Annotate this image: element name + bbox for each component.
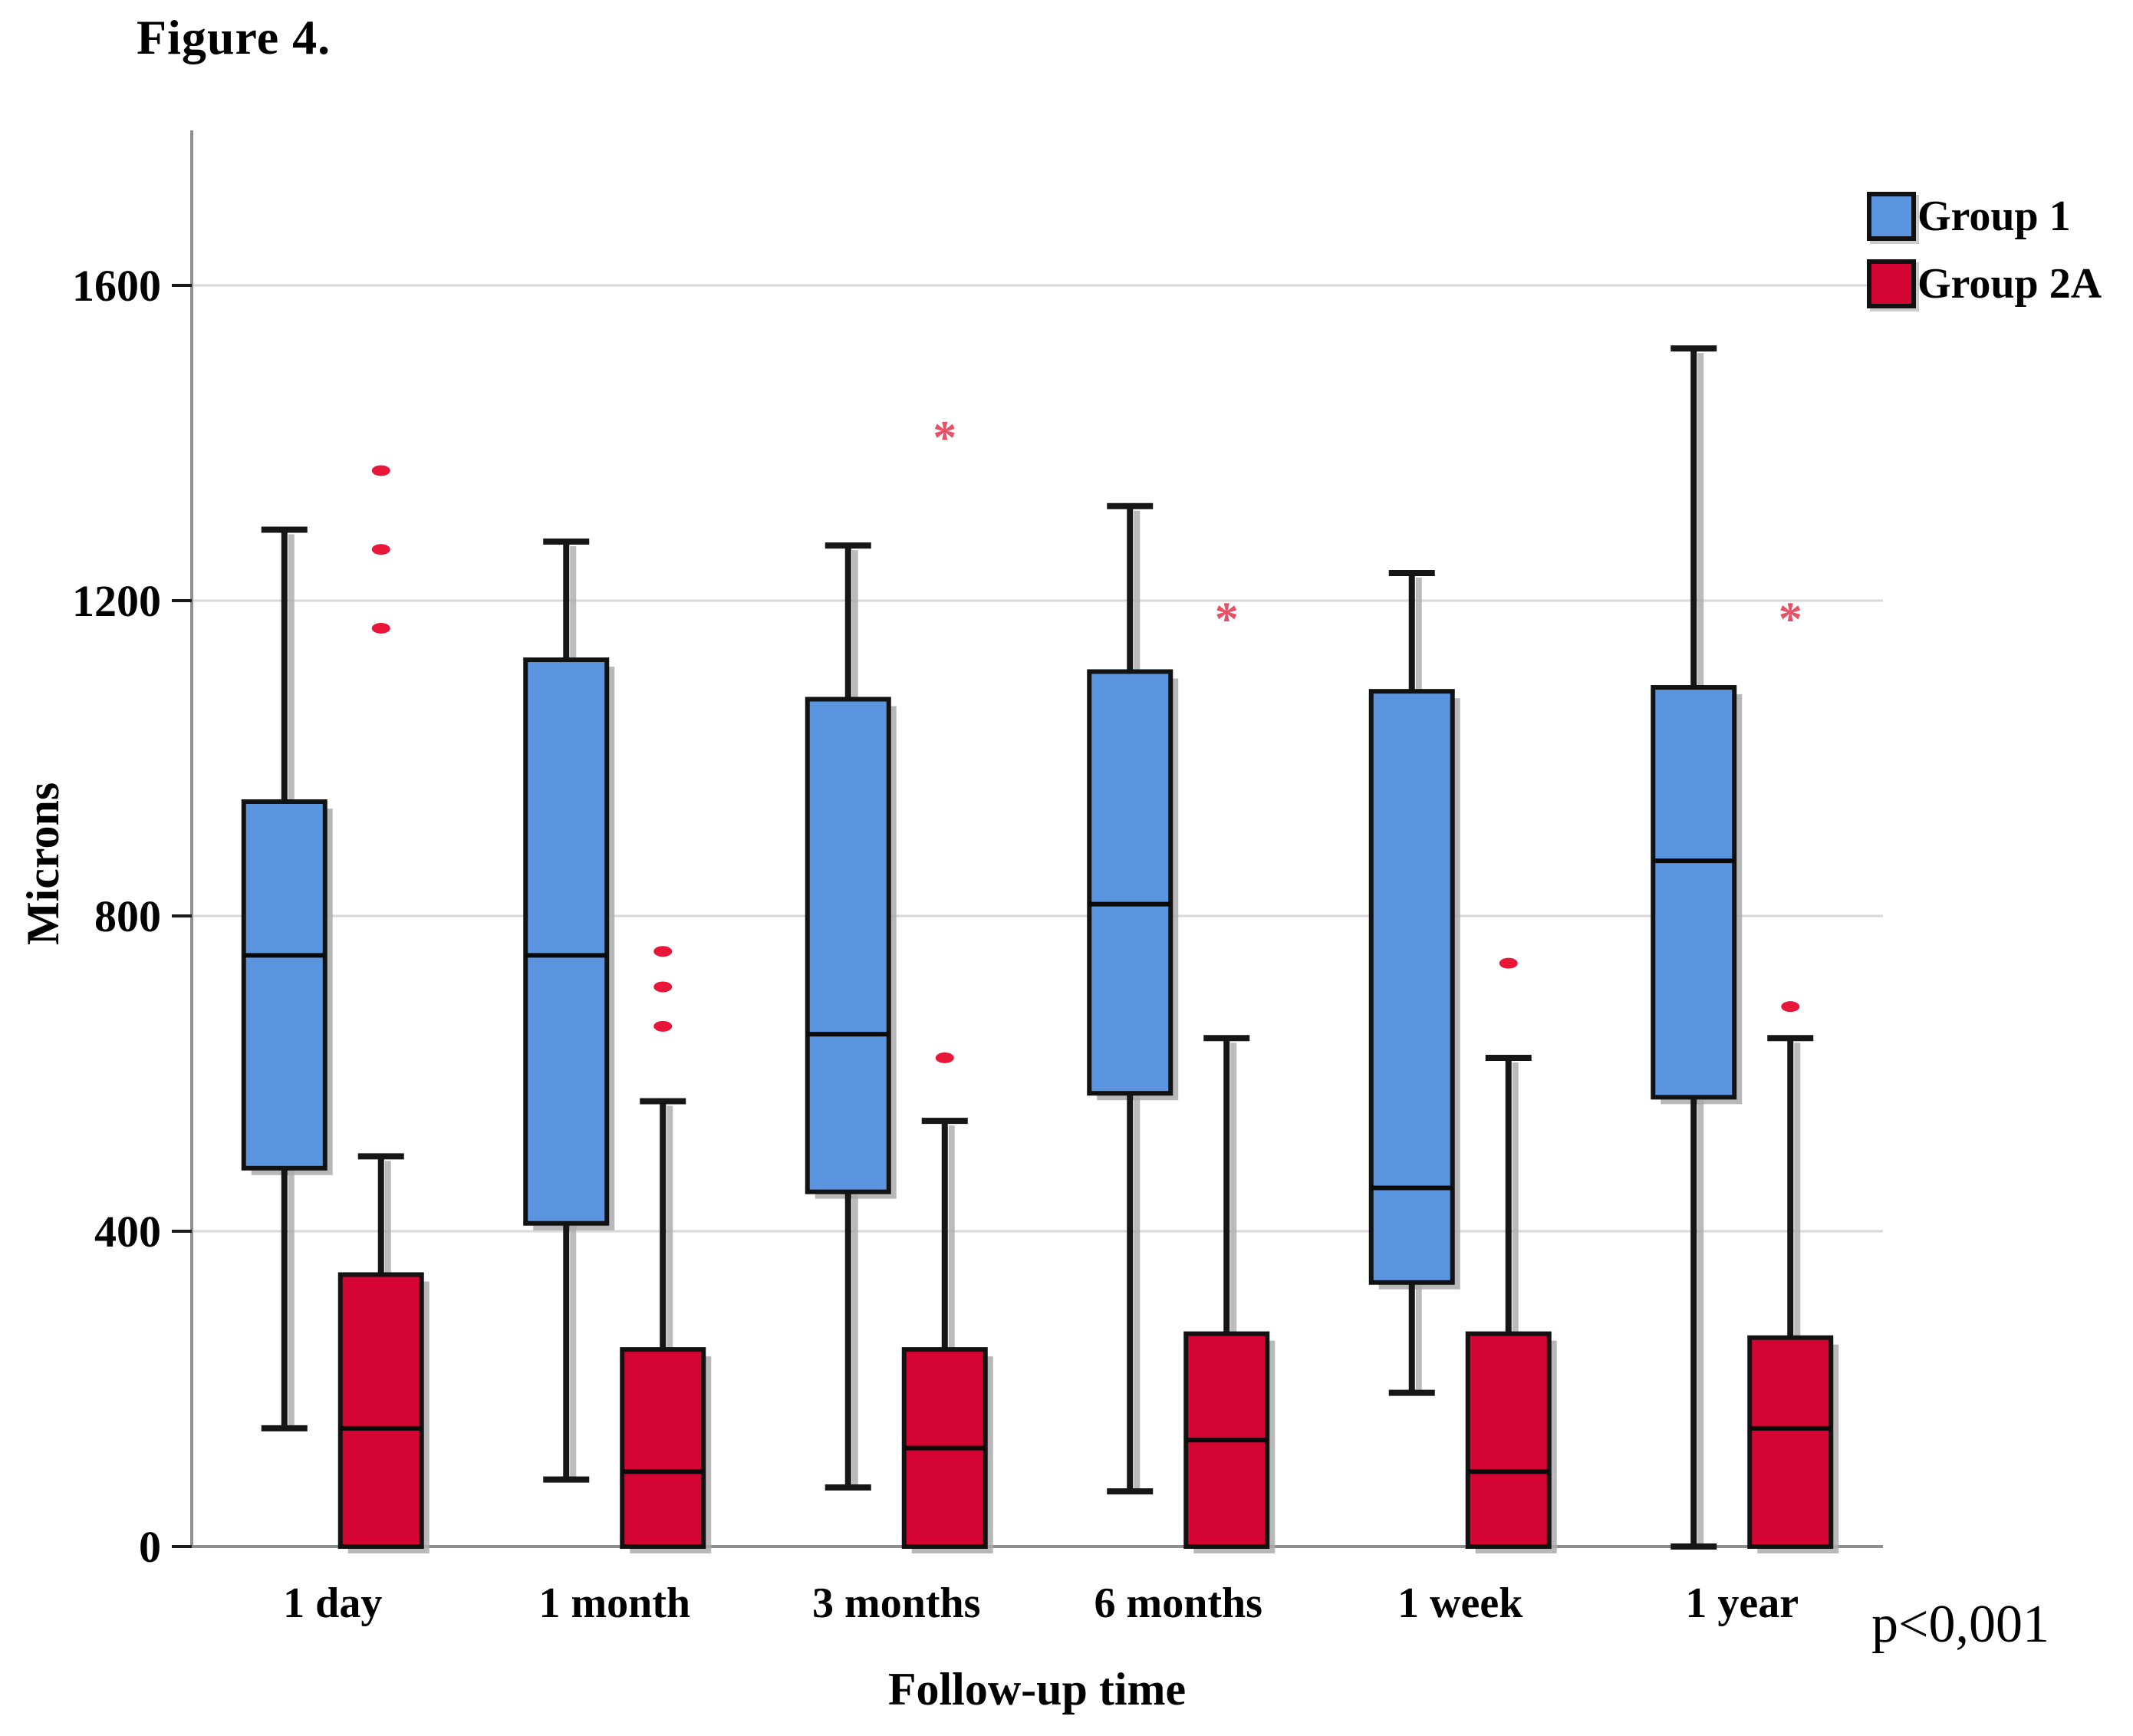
outlier-dot: [1499, 957, 1518, 969]
legend-item-group-2a: Group 2A: [1867, 259, 2102, 308]
p-value-annotation: p<0,001: [1871, 1595, 2049, 1654]
outlier-dot: [653, 981, 673, 993]
box-group-1-6-months: [1087, 502, 1179, 1495]
y-tick-label-800: 800: [94, 891, 161, 941]
legend-label: Group 1: [1917, 193, 2071, 240]
outlier-dot: [371, 622, 390, 634]
x-category-label-3-months: 3 months: [812, 1580, 980, 1627]
box-group-2a-6-months: *: [1183, 593, 1276, 1553]
x-category-label-1-month: 1 month: [538, 1580, 690, 1627]
y-tick-label-1200: 1200: [72, 576, 161, 626]
extreme-star: *: [933, 412, 956, 464]
box-group-2a-1-week: [1465, 957, 1557, 1553]
box-group-1-1-month: [523, 538, 615, 1483]
y-tick-label-0: 0: [139, 1522, 161, 1572]
box-group-2a-3-months: *: [901, 412, 993, 1553]
figure-title: Figure 4.: [137, 10, 331, 64]
outlier-dot: [371, 465, 390, 476]
box-group-1-1-year: [1651, 345, 1743, 1550]
outlier-dot: [653, 946, 673, 957]
extreme-star: *: [1215, 593, 1239, 645]
box-group-2a-1-month: [620, 946, 712, 1553]
x-category-label-1-week: 1 week: [1397, 1580, 1523, 1627]
legend-swatch-icon: [1867, 192, 1916, 241]
outlier-dot: [371, 544, 390, 555]
box-group-1-3-months: [805, 542, 897, 1491]
x-category-label-1-day: 1 day: [283, 1580, 382, 1627]
outlier-dot: [1781, 1001, 1800, 1013]
box-group-2a-1-year: *: [1747, 593, 1839, 1553]
legend-item-group-1: Group 1: [1867, 192, 2102, 241]
box-group-2a-1-day: [337, 465, 430, 1553]
y-tick-label-1600: 1600: [72, 261, 161, 311]
outlier-dot: [653, 1020, 673, 1032]
box-group-1-1-day: [241, 526, 333, 1431]
legend-label: Group 2A: [1917, 260, 2102, 308]
legend-swatch-icon: [1867, 259, 1916, 308]
box-group-1-1-week: [1368, 570, 1460, 1396]
y-tick-label-400: 400: [94, 1207, 161, 1257]
y-axis-title: Microns: [18, 782, 68, 945]
x-axis-title: Follow-up time: [887, 1664, 1187, 1715]
extreme-star: *: [1779, 593, 1802, 645]
x-category-label-6-months: 6 months: [1094, 1580, 1262, 1627]
x-category-label-1-year: 1 year: [1685, 1580, 1799, 1627]
chart-legend: Group 1 Group 2A: [1867, 192, 2102, 308]
outlier-dot: [935, 1052, 954, 1063]
